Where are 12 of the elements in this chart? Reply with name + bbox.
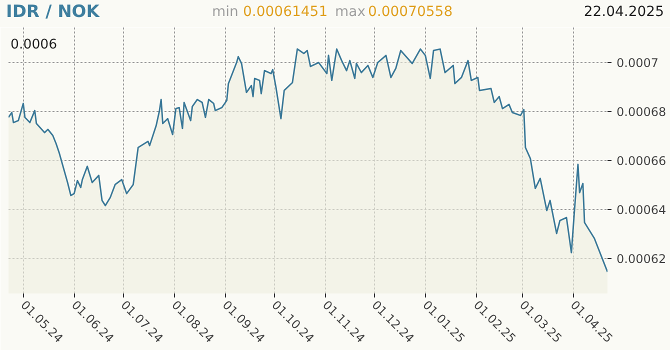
- text: max: [335, 3, 366, 22]
- chart-title: IDR / NOK: [6, 1, 100, 24]
- y-tick-label: 0.00064: [616, 202, 666, 217]
- y-tick-label: 0.0007: [616, 56, 658, 70]
- annotation: 0.0006: [10, 38, 58, 52]
- text: min: [212, 3, 238, 22]
- y-tick-label: 0.00062: [616, 252, 666, 266]
- y-tick-label: 0.00068: [616, 105, 666, 120]
- text: 22.04.2025: [584, 3, 664, 22]
- y-tick-label: 0.00066: [616, 154, 666, 168]
- text: 0.00061451: [243, 3, 328, 22]
- text: 0.00070558: [368, 3, 453, 22]
